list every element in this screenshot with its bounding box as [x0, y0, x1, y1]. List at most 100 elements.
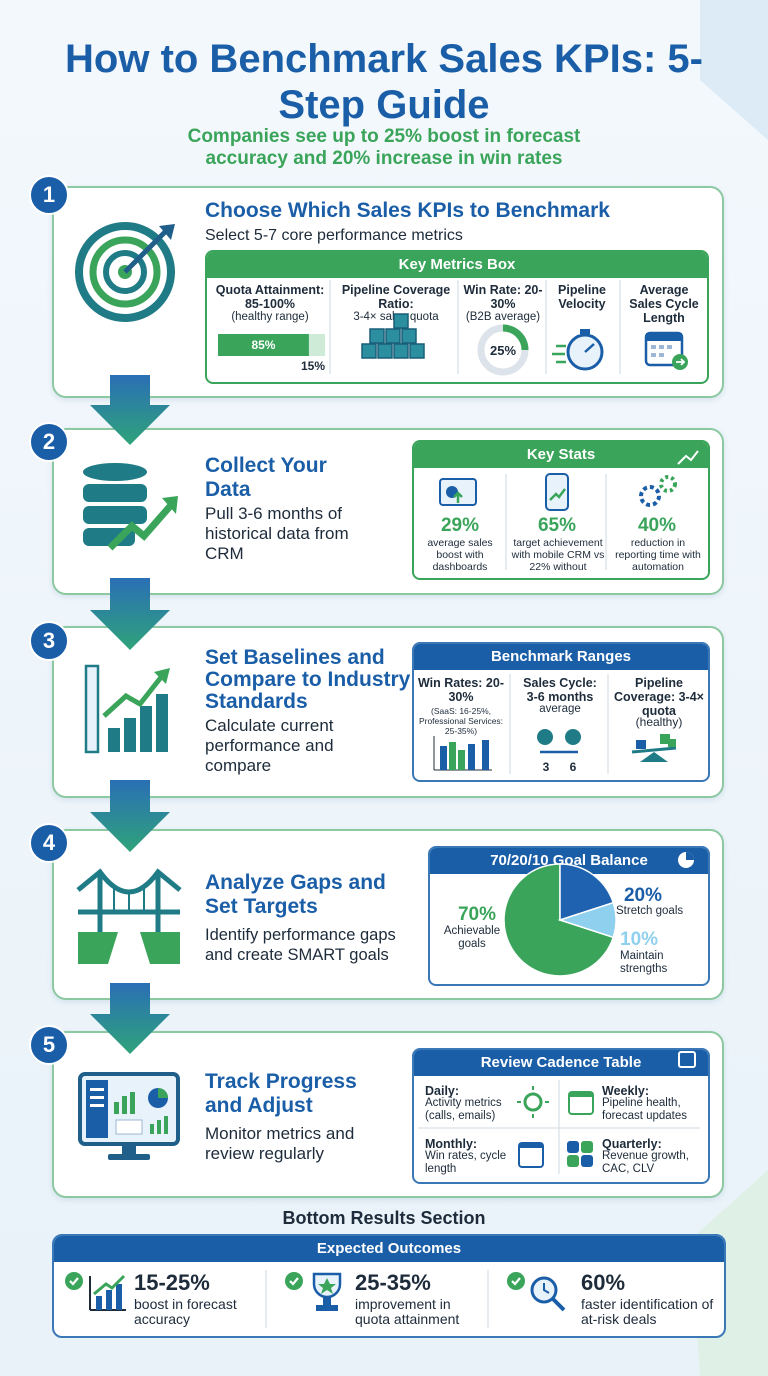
outcome-value: 15-25% [134, 1270, 210, 1295]
step-description: Calculate current performance and compar… [205, 716, 334, 775]
metric-visuals: 85% 15% 25% [218, 280, 688, 376]
step-number: 5 [29, 1025, 69, 1065]
pie-slices [503, 863, 617, 977]
stats-icons [439, 450, 699, 570]
bar-segment [218, 334, 309, 356]
metric-note: (B2B average) [465, 311, 541, 323]
metric-label: Pipeline Coverage Ratio: [341, 283, 451, 311]
panel-title: Review Cadence Table [414, 1050, 708, 1076]
metric-label: Average Sales Cycle Length [629, 283, 699, 325]
cadence-period: Weekly: [602, 1084, 650, 1098]
outcome-label: boost in forecast accuracy [134, 1296, 237, 1327]
metric-note: (healthy range) [231, 311, 309, 323]
stat-value: 40% [637, 515, 677, 536]
step-title: Analyze Gaps and Set Targets [205, 871, 386, 918]
outcome-value: 25-35% [355, 1270, 431, 1295]
donut-label: 25% [490, 343, 516, 358]
subtitle: Companies see up to 25% boost in forecas… [187, 126, 581, 169]
quota-bar-chart: 85% 15% [218, 334, 325, 373]
outcome-label: improvement in quota attainment [355, 1296, 460, 1327]
range-label: Pipeline Coverage: 3-4× quota [614, 676, 704, 718]
range-label: Sales Cycle: 3-6 months [523, 676, 597, 704]
range-note: (healthy) [635, 715, 683, 729]
panel-title: Expected Outcomes [54, 1236, 724, 1262]
range-end: 3 [542, 760, 550, 774]
win-rate-donut: 25% [477, 324, 529, 376]
arrow [90, 780, 170, 852]
step-title: Choose Which Sales KPIs to Benchmark [205, 199, 610, 222]
step-description: Pull 3-6 months of historical data from … [205, 504, 349, 563]
growth-chart-icon [84, 664, 170, 754]
range-label: Win Rates: 20-30% [417, 676, 505, 704]
bar-label: 15% [301, 359, 325, 373]
cadence-items: Pipeline health, forecast updates [602, 1097, 688, 1122]
slice-label: Maintain strengths [620, 950, 668, 975]
stat-value: 65% [537, 515, 577, 536]
section-title: Bottom Results Section [282, 1208, 486, 1228]
metrics-panel: Key Metrics Box [205, 250, 709, 384]
monitor-icon [78, 1072, 180, 1160]
step-number: 4 [29, 823, 69, 863]
pie-slice [559, 863, 615, 922]
panel-title: Key Metrics Box [207, 252, 707, 278]
step-title: Collect Your Data [205, 454, 327, 501]
cadence-items: Win rates, cycle length [425, 1150, 507, 1175]
cadence-items: Activity metrics (calls, emails) [425, 1097, 502, 1122]
calendar-icon [644, 331, 688, 370]
stopwatch-icon [552, 329, 604, 371]
database-icon [83, 463, 178, 551]
pie-chart [503, 852, 694, 977]
bridge-icon [76, 868, 182, 964]
step-number: 2 [29, 422, 69, 462]
page-title: How to Benchmark Sales KPIs: 5-Step Guid… [65, 37, 703, 127]
metric-label: Win Rate: 20-30% [463, 283, 543, 311]
stat-label: reduction in reporting time with automat… [615, 537, 701, 573]
benchmark-visuals [433, 674, 677, 774]
range-note: average [539, 703, 581, 715]
range-note: (SaaS: 16-25%, Professional Services: 25… [418, 706, 504, 736]
step-title: Track Progress and Adjust [205, 1070, 357, 1117]
flow-arrows [90, 375, 170, 1054]
slice-value: 10% [620, 929, 659, 950]
outcomes-panel: Expected Outcomes [52, 1234, 726, 1338]
bar-segment [308, 334, 325, 356]
cadence-items: Revenue growth, CAC, CLV [602, 1150, 689, 1175]
donut-arc [502, 324, 529, 351]
step-description: Monitor metrics and review regularly [205, 1124, 355, 1163]
arrow [90, 578, 170, 650]
step-description: Select 5-7 core performance metrics [205, 227, 463, 244]
slice-label: Achievable goals [443, 925, 501, 950]
metric-label: Quota Attainment: 85-100% [215, 283, 325, 311]
target-icon [75, 222, 175, 322]
step-number: 1 [29, 175, 69, 215]
outcome-label: faster identification of at-risk deals [581, 1296, 714, 1327]
cadence-period: Daily: [425, 1084, 460, 1098]
step-number: 3 [29, 621, 69, 661]
range-end: 6 [569, 760, 577, 774]
panel-title: Benchmark Ranges [414, 644, 708, 670]
panel-title: Key Stats [414, 442, 708, 468]
chart-title: 70/20/10 Goal Balance [430, 848, 708, 874]
cadence-panel: Review Cadence Table [412, 1048, 710, 1184]
cadence-period: Quarterly: [602, 1137, 662, 1151]
cubes-icon [361, 313, 425, 359]
metric-label: Pipeline Velocity [558, 283, 606, 311]
step-title: Set Baselines and Compare to Industry St… [205, 646, 411, 713]
bar-label: 85% [251, 338, 275, 352]
stat-value: 29% [440, 515, 480, 536]
pie-slice [557, 901, 617, 939]
slice-value: 20% [623, 885, 663, 906]
outcome-icons [65, 1270, 566, 1328]
outcome-value: 60% [581, 1270, 626, 1295]
arrow [90, 375, 170, 445]
cadence-icons [418, 1051, 700, 1174]
stat-label: average sales boost with dashboards [427, 537, 493, 573]
slice-label: Stretch goals [616, 905, 684, 917]
decor [700, 0, 768, 140]
slice-value: 70% [457, 904, 497, 925]
arrow [90, 983, 170, 1054]
stat-label: target achievement with mobile CRM vs 22… [511, 537, 605, 573]
cadence-period: Monthly: [425, 1137, 478, 1151]
step-description: Identify performance gaps and create SMA… [205, 926, 396, 964]
